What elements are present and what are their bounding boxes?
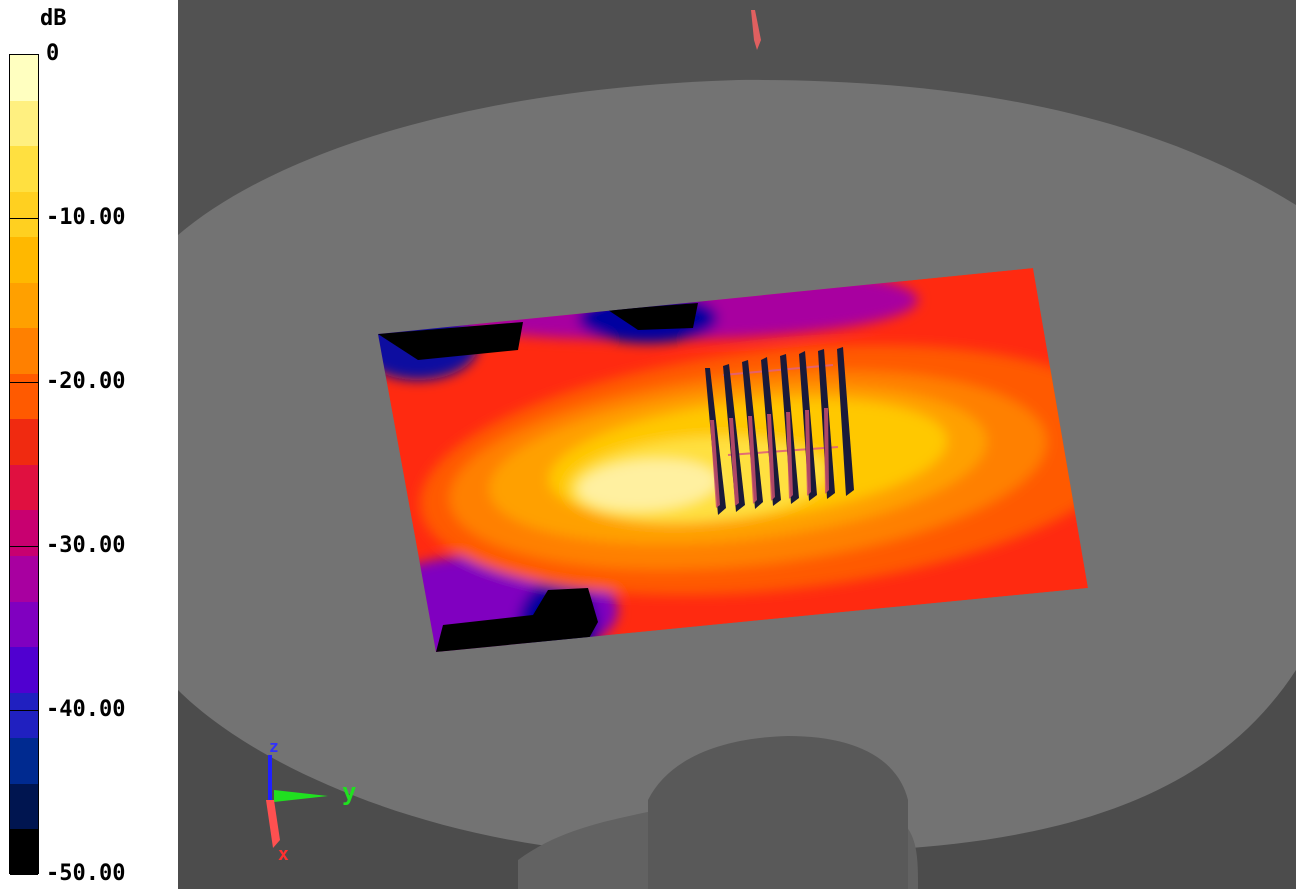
legend-color-step xyxy=(10,829,38,875)
legend-color-step xyxy=(10,601,38,648)
legend-color-bar xyxy=(9,54,39,875)
legend-tick-mark xyxy=(9,218,39,219)
legend-color-step xyxy=(10,464,38,511)
dipole-array xyxy=(705,347,854,515)
legend-unit-label: dB xyxy=(40,6,67,31)
legend-tick-label: -40.00 xyxy=(46,697,126,722)
legend-color-step xyxy=(10,328,38,374)
z-axis-label: z xyxy=(269,737,279,756)
legend-tick-mark xyxy=(9,382,39,383)
legend-color-step xyxy=(10,191,38,238)
x-axis-label: x xyxy=(278,844,289,865)
axis-triad: z y x xyxy=(266,737,356,865)
legend-color-step xyxy=(10,373,38,420)
legend-tick-label: -30.00 xyxy=(46,533,126,558)
legend-color-step xyxy=(10,510,38,557)
scene-svg: z y x xyxy=(178,0,1296,889)
legend-tick-mark xyxy=(9,710,39,711)
legend-color-step xyxy=(10,419,38,465)
y-axis xyxy=(274,790,328,802)
legend-color-step xyxy=(10,55,38,101)
legend-color-step xyxy=(10,783,38,830)
legend-color-step xyxy=(10,146,38,192)
legend-color-step xyxy=(10,738,38,784)
legend-tick-mark xyxy=(9,546,39,547)
legend-color-step xyxy=(10,237,38,283)
legend-tick-label: 0 xyxy=(46,41,60,66)
orientation-marker xyxy=(751,10,761,50)
legend-color-step xyxy=(10,282,38,329)
legend-color-step xyxy=(10,556,38,602)
phantom-stem xyxy=(648,736,908,889)
color-legend: dB 0 -10.00 -20.00 -30.00 -40.00 -50.00 xyxy=(0,0,178,889)
legend-tick-label: -20.00 xyxy=(46,369,126,394)
legend-color-step xyxy=(10,692,38,739)
3d-viewport[interactable]: z y x xyxy=(178,0,1296,889)
legend-tick-label: -10.00 xyxy=(46,205,126,230)
legend-tick-label: -50.00 xyxy=(46,861,126,886)
legend-color-step xyxy=(10,100,38,147)
y-axis-label: y xyxy=(342,778,356,806)
x-axis xyxy=(266,800,280,848)
legend-color-step xyxy=(10,647,38,693)
